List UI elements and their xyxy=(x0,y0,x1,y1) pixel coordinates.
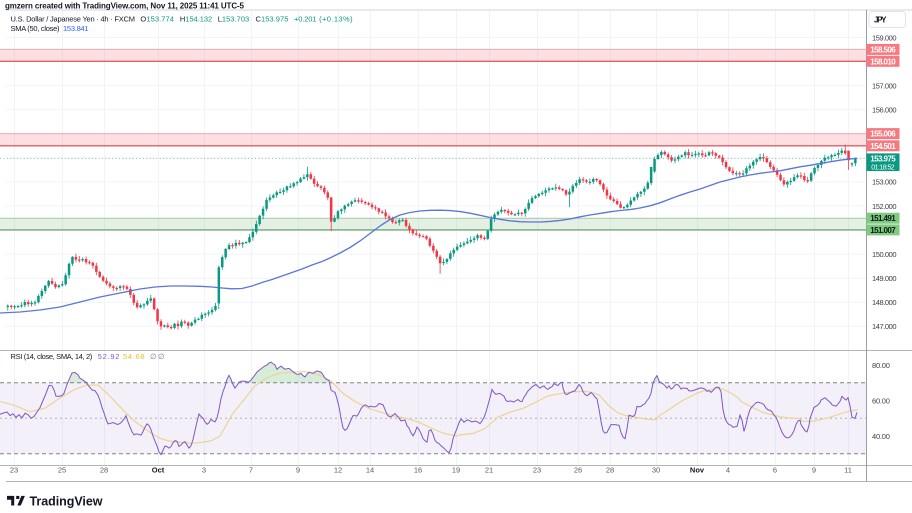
svg-text:12: 12 xyxy=(334,466,342,475)
svg-text:151.007: 151.007 xyxy=(870,226,896,235)
svg-text:11: 11 xyxy=(844,466,852,475)
svg-text:157.000: 157.000 xyxy=(872,81,897,90)
svg-text:30: 30 xyxy=(652,466,660,475)
svg-text:26: 26 xyxy=(574,466,582,475)
svg-text:SMA (50, close)153.841: SMA (50, close) 153.841 xyxy=(11,24,89,33)
svg-text:159.000: 159.000 xyxy=(872,33,897,42)
svg-text:151.491: 151.491 xyxy=(870,214,896,223)
svg-text:9: 9 xyxy=(296,466,300,475)
svg-text:01:18:52: 01:18:52 xyxy=(871,164,894,171)
svg-text:U.S. Dollar / Japanese Yen · 4: U.S. Dollar / Japanese Yen · 4h · FXCM O1… xyxy=(11,14,354,23)
svg-text:Oct: Oct xyxy=(152,466,165,475)
svg-text:25: 25 xyxy=(58,466,66,475)
svg-text:149.000: 149.000 xyxy=(872,274,897,283)
svg-text:147.000: 147.000 xyxy=(872,322,897,331)
svg-text:158.010: 158.010 xyxy=(870,57,896,66)
svg-text:7: 7 xyxy=(249,466,253,475)
svg-text:153.975: 153.975 xyxy=(870,154,896,163)
svg-text:150.000: 150.000 xyxy=(872,250,897,259)
svg-text:19: 19 xyxy=(452,466,460,475)
svg-text:JPY: JPY xyxy=(874,16,887,25)
svg-text:148.000: 148.000 xyxy=(872,298,897,307)
svg-text:RSI (14, close, SMA, 14, 2)52.: RSI (14, close, SMA, 14, 2) 52.92 54.68 ∅ ∅ xyxy=(11,352,165,361)
svg-text:14: 14 xyxy=(366,466,374,475)
svg-text:gmzern created with TradingVie: gmzern created with TradingView.com, Nov… xyxy=(5,1,245,10)
svg-text:28: 28 xyxy=(100,466,108,475)
svg-text:TradingView: TradingView xyxy=(30,494,103,508)
svg-text:152.000: 152.000 xyxy=(872,202,897,211)
svg-text:3: 3 xyxy=(202,466,206,475)
svg-text:Nov: Nov xyxy=(690,466,705,475)
svg-text:60.00: 60.00 xyxy=(872,396,890,405)
svg-text:21: 21 xyxy=(485,466,493,475)
svg-text:40.00: 40.00 xyxy=(872,432,890,441)
svg-text:156.000: 156.000 xyxy=(872,106,897,115)
svg-text:155.006: 155.006 xyxy=(870,130,896,139)
svg-text:23: 23 xyxy=(533,466,541,475)
svg-text:4: 4 xyxy=(726,466,730,475)
svg-text:153.000: 153.000 xyxy=(872,178,897,187)
svg-text:28: 28 xyxy=(606,466,614,475)
svg-text:23: 23 xyxy=(10,466,18,475)
svg-text:80.00: 80.00 xyxy=(872,361,890,370)
svg-text:158.506: 158.506 xyxy=(870,45,896,54)
svg-text:9: 9 xyxy=(812,466,816,475)
svg-text:154.501: 154.501 xyxy=(870,142,896,151)
svg-text:16: 16 xyxy=(414,466,422,475)
svg-text:6: 6 xyxy=(773,466,777,475)
